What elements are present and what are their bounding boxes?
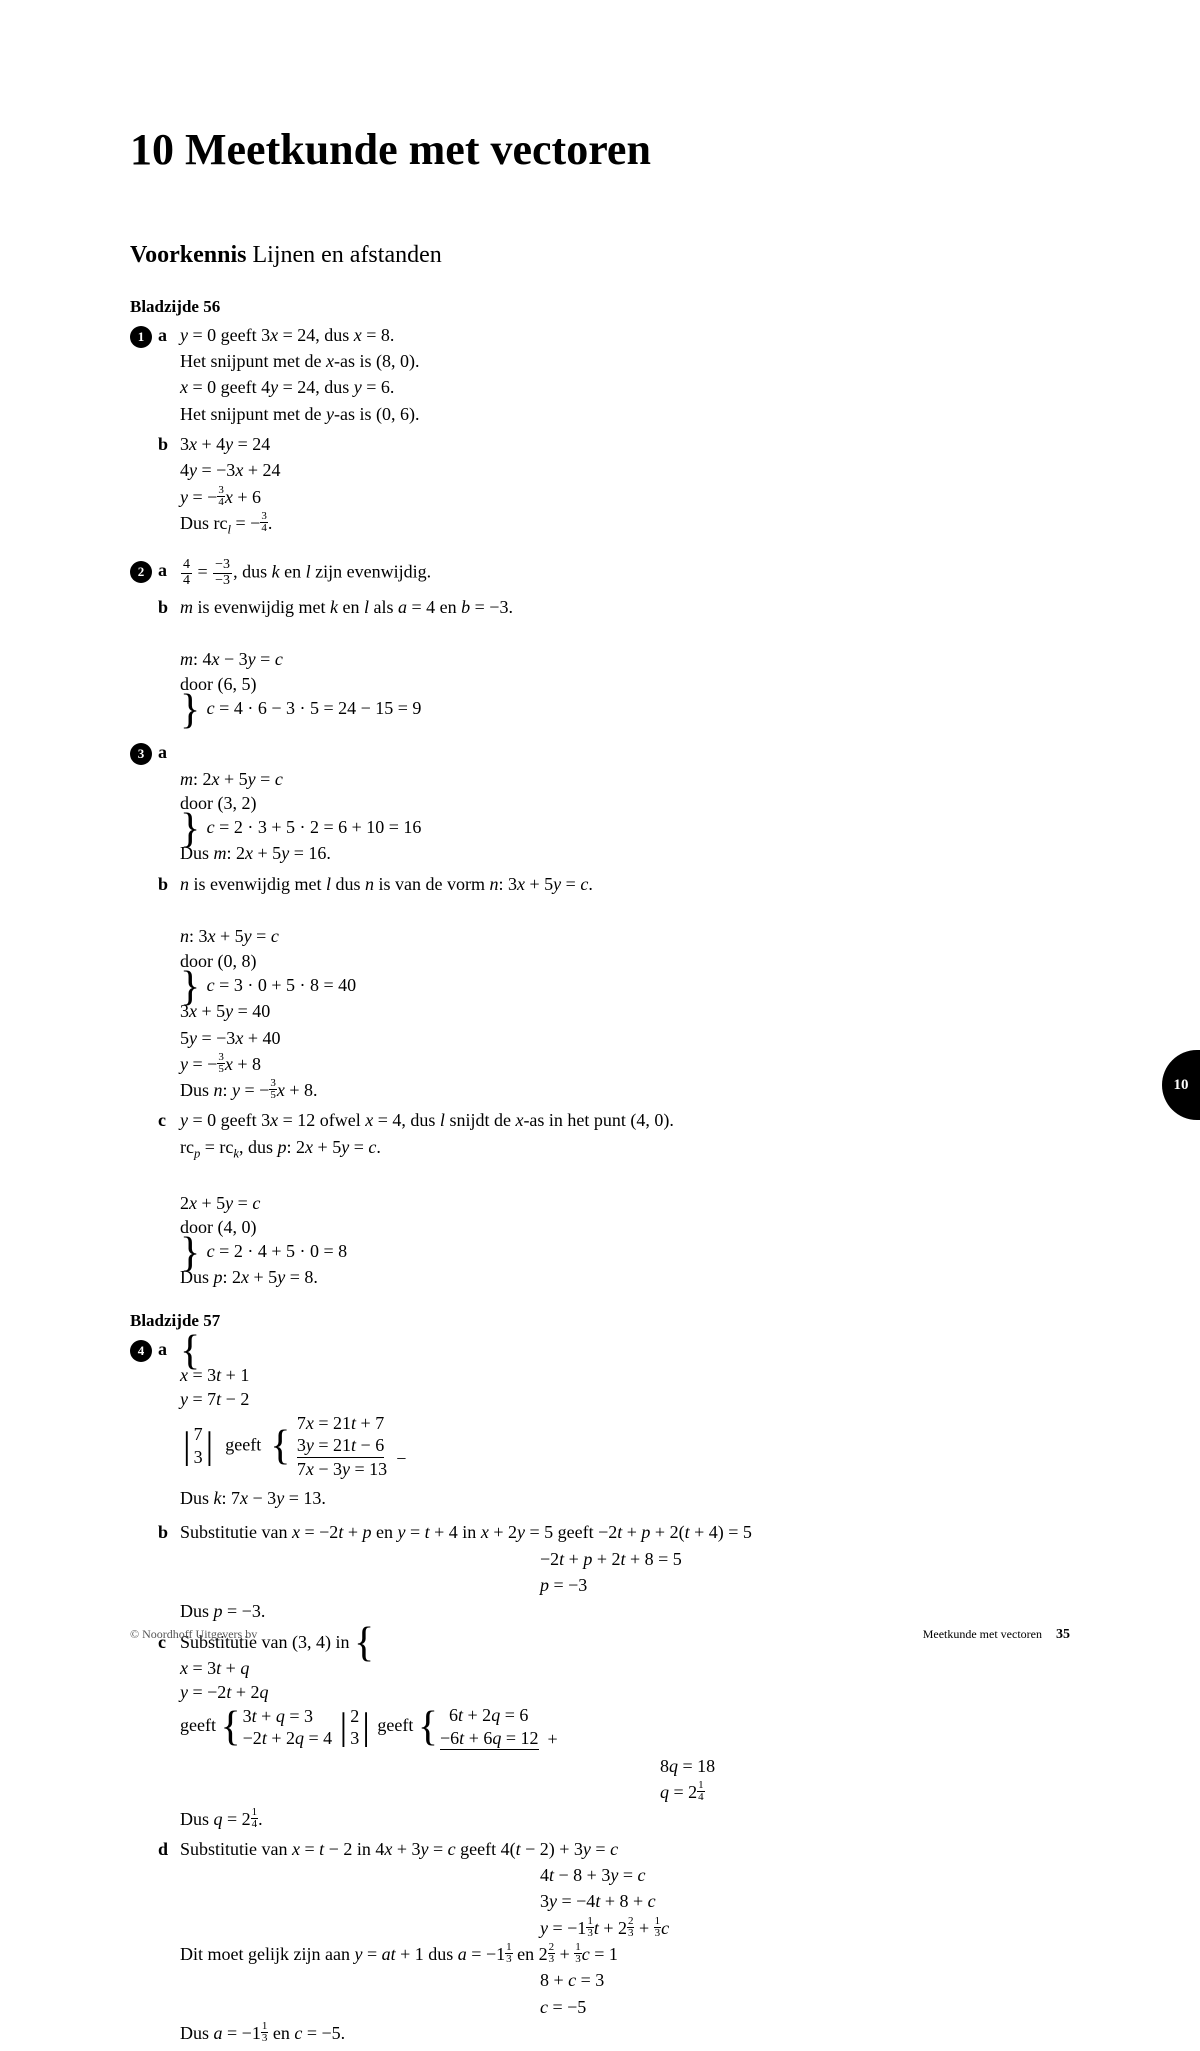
part-label: b xyxy=(158,595,180,722)
badge-1: 1 xyxy=(130,326,152,348)
badge-4: 4 xyxy=(130,1340,152,1362)
exercise-2: 2 a 44 = −3−3, dus k en l zijn evenwijdi… xyxy=(130,558,1070,726)
page-ref-56: Bladzijde 56 xyxy=(130,296,1070,319)
footer-right: Meetkunde met vectoren 35 xyxy=(923,1626,1070,1645)
section-heading: Voorkennis Lijnen en afstanden xyxy=(130,239,1070,271)
part-label: a xyxy=(158,1337,180,1513)
part-label: b xyxy=(158,1520,180,1625)
page-footer: © Noordhoff Uitgevers bv Meetkunde met v… xyxy=(130,1626,1070,1645)
exercise-1: 1 a y = 0 geeft 3x = 24, dus x = 8. Het … xyxy=(130,323,1070,545)
part-label: d xyxy=(158,1837,180,2047)
part-label: c xyxy=(158,1108,180,1291)
part-label: a xyxy=(158,558,180,590)
chapter-title: 10 Meetkunde met vectoren xyxy=(130,120,1070,179)
page-ref-57: Bladzijde 57 xyxy=(130,1310,1070,1333)
footer-copyright: © Noordhoff Uitgevers bv xyxy=(130,1626,257,1645)
part-label: c xyxy=(158,1630,180,1833)
badge-2: 2 xyxy=(130,561,152,583)
exercise-4: 4 a { x = 3t + 1y = 7t − 2 |73| geeft { … xyxy=(130,1337,1070,2051)
part-label: a xyxy=(158,323,180,428)
part-label: a xyxy=(158,740,180,867)
chapter-side-tab: 10 xyxy=(1162,1050,1200,1120)
exercise-3: 3 a m: 2x + 5y = cdoor (3, 2) } c = 2 · … xyxy=(130,740,1070,1296)
part-label: b xyxy=(158,872,180,1105)
part-label: b xyxy=(158,432,180,540)
badge-3: 3 xyxy=(130,743,152,765)
